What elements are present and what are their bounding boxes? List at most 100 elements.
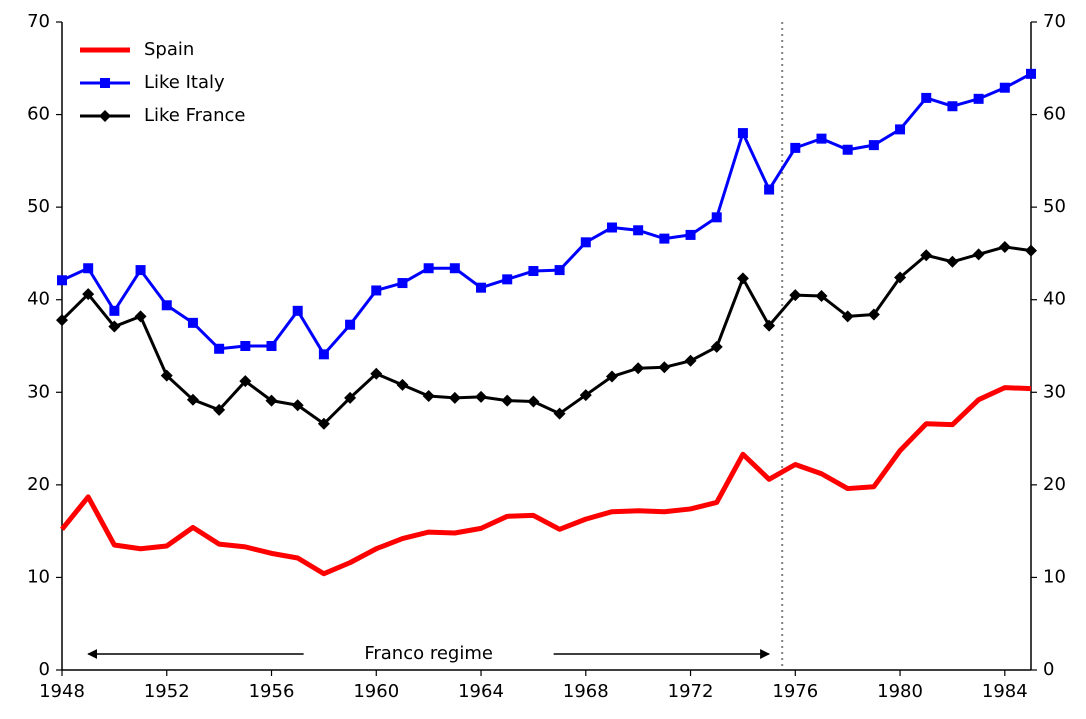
point bbox=[161, 300, 172, 311]
point bbox=[318, 349, 329, 360]
legend-marker bbox=[99, 110, 111, 122]
point bbox=[108, 320, 121, 333]
point bbox=[973, 93, 984, 104]
point bbox=[291, 399, 304, 412]
y-tick-label: 20 bbox=[27, 474, 50, 495]
x-tick-label: 1968 bbox=[563, 681, 609, 702]
legend-label: Spain bbox=[144, 39, 194, 60]
x-tick-label: 1972 bbox=[668, 681, 714, 702]
point bbox=[214, 343, 225, 354]
y2-tick-label: 70 bbox=[1043, 11, 1066, 32]
x-tick-label: 1960 bbox=[353, 681, 399, 702]
point bbox=[422, 389, 435, 402]
point bbox=[659, 233, 670, 244]
y-tick-label: 30 bbox=[27, 381, 50, 402]
point bbox=[868, 140, 879, 151]
point bbox=[894, 271, 907, 284]
point bbox=[972, 248, 985, 261]
point bbox=[947, 101, 958, 112]
point bbox=[842, 144, 853, 155]
y2-tick-label: 30 bbox=[1043, 381, 1066, 402]
point bbox=[553, 407, 566, 420]
point bbox=[895, 124, 906, 135]
x-tick-label: 1964 bbox=[458, 681, 504, 702]
point bbox=[213, 403, 226, 416]
point bbox=[423, 263, 434, 274]
point bbox=[502, 274, 513, 285]
point bbox=[345, 319, 356, 330]
x-tick-label: 1948 bbox=[39, 681, 85, 702]
point bbox=[710, 340, 723, 353]
point bbox=[711, 212, 722, 223]
point bbox=[554, 265, 565, 276]
series-line bbox=[60, 385, 1032, 577]
point bbox=[685, 229, 696, 240]
y2-tick-label: 50 bbox=[1043, 196, 1066, 217]
y-tick-label: 60 bbox=[27, 104, 50, 125]
x-tick-label: 1980 bbox=[877, 681, 923, 702]
annotation-gap bbox=[303, 642, 554, 666]
point bbox=[134, 310, 147, 323]
x-tick-label: 1956 bbox=[249, 681, 295, 702]
point bbox=[396, 378, 409, 391]
annotation-text: Franco regime bbox=[364, 643, 493, 664]
y2-tick-label: 20 bbox=[1043, 474, 1066, 495]
y2-tick-label: 60 bbox=[1043, 104, 1066, 125]
point bbox=[83, 263, 94, 274]
point bbox=[240, 341, 251, 351]
point bbox=[633, 225, 644, 236]
point bbox=[658, 361, 671, 374]
x-tick-label: 1984 bbox=[982, 681, 1028, 702]
point bbox=[475, 390, 488, 403]
point bbox=[56, 314, 68, 327]
y-tick-label: 70 bbox=[27, 11, 50, 32]
point bbox=[370, 367, 383, 380]
point bbox=[605, 370, 618, 383]
y-tick-label: 50 bbox=[27, 196, 50, 217]
point bbox=[1025, 244, 1037, 257]
point bbox=[266, 341, 277, 351]
point bbox=[684, 354, 697, 367]
point bbox=[606, 222, 617, 233]
point bbox=[763, 319, 776, 332]
point bbox=[815, 290, 828, 303]
point bbox=[448, 391, 461, 404]
point bbox=[841, 310, 854, 323]
point bbox=[867, 308, 880, 321]
point bbox=[579, 389, 592, 402]
y2-tick-label: 40 bbox=[1043, 289, 1066, 310]
point bbox=[449, 263, 460, 274]
point bbox=[527, 395, 540, 408]
point bbox=[999, 82, 1010, 93]
point bbox=[528, 266, 539, 277]
point bbox=[998, 240, 1011, 253]
point bbox=[187, 317, 198, 328]
point bbox=[82, 288, 95, 301]
point bbox=[920, 249, 933, 262]
point bbox=[632, 362, 645, 375]
point bbox=[109, 305, 120, 316]
legend-label: Like France bbox=[144, 105, 245, 126]
point bbox=[344, 391, 357, 404]
point bbox=[292, 305, 303, 316]
point bbox=[371, 285, 382, 296]
y-tick-label: 0 bbox=[39, 659, 50, 680]
point bbox=[186, 393, 199, 406]
point bbox=[580, 237, 591, 248]
point bbox=[135, 265, 146, 276]
point bbox=[476, 282, 487, 293]
x-tick-label: 1952 bbox=[144, 681, 190, 702]
point bbox=[921, 92, 932, 103]
point bbox=[265, 394, 278, 407]
point bbox=[397, 278, 408, 289]
point bbox=[764, 184, 775, 195]
point bbox=[160, 369, 173, 382]
point bbox=[816, 133, 827, 144]
point bbox=[57, 275, 67, 286]
point bbox=[736, 272, 749, 285]
point bbox=[501, 394, 514, 407]
x-tick-label: 1976 bbox=[772, 681, 818, 702]
y-tick-label: 40 bbox=[27, 289, 50, 310]
y2-tick-label: 0 bbox=[1043, 659, 1054, 680]
